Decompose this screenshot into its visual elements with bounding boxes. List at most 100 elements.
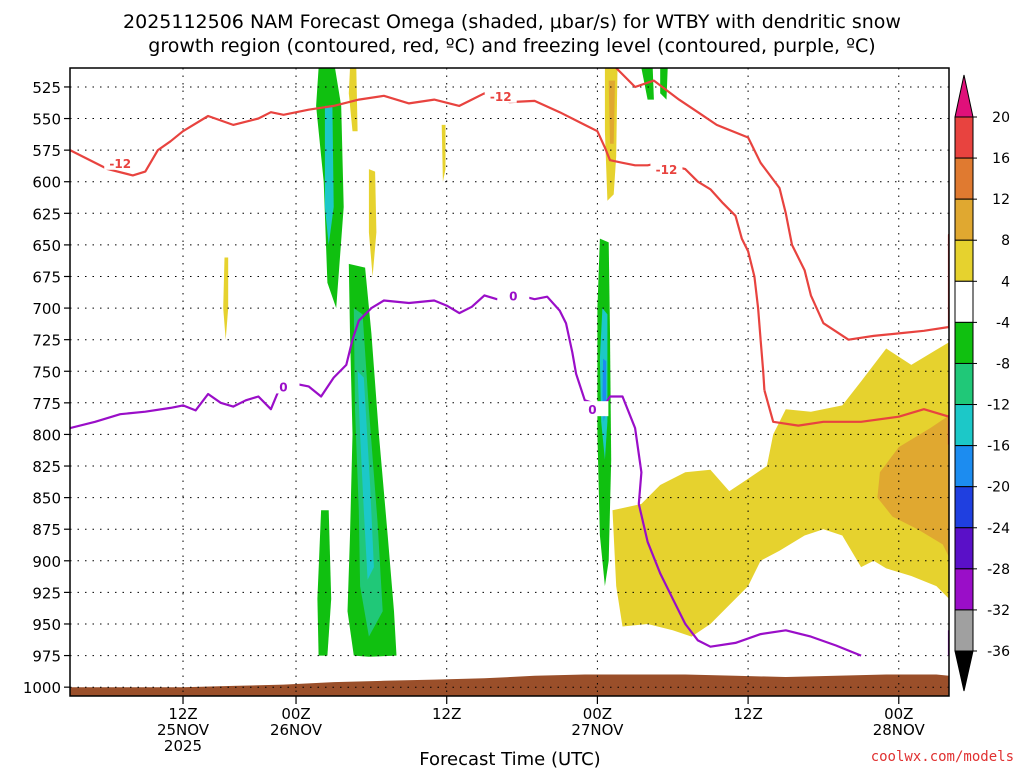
x-tick-label-5-1: 28NOV (873, 721, 926, 739)
colorbar-segment-6 (954, 362, 974, 406)
dgz-label-2-bg (484, 87, 517, 103)
contour-lines: -12 -12 -12 0 0 0 (70, 68, 949, 657)
colorbar-segment-12 (954, 609, 974, 652)
colorbar-label-2: 12 (992, 192, 1010, 208)
colorbar-top-arrow (954, 74, 974, 118)
colorbar-segment-8 (954, 445, 974, 488)
omega-region-4 (357, 371, 374, 580)
colorbar-bottom-arrow (954, 650, 974, 692)
colorbar-label-8: -16 (987, 439, 1010, 455)
colorbar-label-7: -12 (987, 398, 1010, 414)
colorbar-segment-11 (954, 568, 974, 611)
x-axis-label: Forecast Time (UTC) (419, 749, 600, 768)
gridlines (70, 68, 949, 696)
y-tick-label-950: 950 (32, 616, 61, 634)
y-tick-label-900: 900 (32, 553, 61, 571)
x-tick-label-2-0: 12Z (432, 705, 461, 723)
x-tick-label-0-0: 12Z (168, 705, 197, 723)
omega-region-17 (608, 80, 615, 144)
colorbar-label-0: 20 (992, 110, 1010, 126)
omega-region-14 (223, 257, 229, 340)
title-line-1: 2025112506 NAM Forecast Omega (shaded, μ… (123, 11, 901, 33)
dgz-label-3-bg (650, 161, 683, 177)
y-axis: 525 550 575 600 625 650 675 700 725 750 775 800 825 8… (23, 79, 70, 697)
colorbar-label-13: -36 (987, 644, 1010, 660)
y-tick-label-850: 850 (32, 490, 61, 508)
freezing-label-1-bg (267, 378, 300, 394)
dgz-label-2: -12 (490, 90, 512, 104)
y-tick-label-550: 550 (32, 111, 61, 129)
colorbar-label-10: -24 (987, 521, 1010, 537)
colorbar-label-11: -28 (987, 562, 1010, 578)
chart-title: 2025112506 NAM Forecast Omega (shaded, μ… (123, 11, 901, 57)
credit-text: coolwx.com/models (871, 749, 1014, 765)
dgz-upper-contour (70, 92, 766, 391)
x-tick-label-1-0: 00Z (281, 705, 310, 723)
y-tick-label-525: 525 (32, 79, 61, 97)
colorbar-segment-9 (954, 486, 974, 529)
dgz-label-3: -12 (656, 163, 678, 177)
omega-region-15 (441, 124, 446, 182)
y-tick-label-800: 800 (32, 426, 61, 444)
x-tick-label-0-1: 25NOV (157, 721, 210, 739)
colorbar-label-12: -32 (987, 603, 1010, 619)
freezing-label-3-bg (576, 401, 609, 417)
freezing-label-2: 0 (509, 289, 517, 303)
y-tick-label-875: 875 (32, 521, 61, 539)
colorbar-segment-1 (954, 157, 974, 200)
colorbar-label-3: 8 (1001, 233, 1010, 249)
colorbar-segment-3 (954, 239, 974, 282)
omega-region-10 (660, 68, 668, 100)
y-tick-label-975: 975 (32, 648, 61, 666)
colorbar-segment-2 (954, 198, 974, 241)
y-tick-label-775: 775 (32, 395, 61, 413)
freezing-level-contour (70, 291, 862, 657)
x-tick-label-3-1: 27NOV (571, 721, 624, 739)
colorbar: 20 16 12 8 4 -4 -8 -12 -16 -20 -24 -28 -32 -36 (954, 74, 1010, 692)
omega-region-13 (368, 169, 377, 277)
y-tick-label-625: 625 (32, 205, 61, 223)
x-tick-label-3-0: 00Z (583, 705, 612, 723)
y-tick-label-750: 750 (32, 363, 61, 381)
omega-region-19 (877, 396, 949, 561)
y-tick-label-675: 675 (32, 268, 61, 286)
colorbar-label-9: -20 (987, 480, 1010, 496)
y-tick-label-700: 700 (32, 300, 61, 318)
y-tick-label-600: 600 (32, 174, 61, 192)
plot-frame (69, 67, 950, 697)
freezing-label-3: 0 (588, 403, 596, 417)
colorbar-label-1: 16 (992, 151, 1010, 167)
omega-region-12 (348, 68, 358, 132)
y-tick-label-825: 825 (32, 458, 61, 476)
omega-region-1 (324, 105, 334, 245)
y-tick-label-725: 725 (32, 332, 61, 350)
colorbar-segment-7 (954, 404, 974, 447)
colorbar-segment-0 (954, 116, 974, 159)
terrain-fill (70, 674, 949, 696)
freezing-label-2-bg (497, 287, 530, 303)
dgz-label-1: -12 (109, 157, 131, 171)
x-tick-label-4-0: 12Z (733, 705, 762, 723)
colorbar-segment-4 (954, 280, 974, 323)
terrain-layer (70, 674, 949, 696)
dgz-label-1-bg (104, 154, 137, 170)
title-line-2: growth region (contoured, red, ºC) and f… (148, 35, 875, 57)
y-tick-label-575: 575 (32, 142, 61, 160)
omega-region-5 (317, 510, 332, 656)
x-tick-label-5-0: 00Z (884, 705, 913, 723)
dgz-lower-contour (615, 68, 949, 341)
x-tick-label-0-2: 2025 (164, 737, 202, 755)
colorbar-label-5: -4 (996, 315, 1010, 331)
y-tick-label-925: 925 (32, 584, 61, 602)
omega-shading (223, 68, 949, 657)
y-tick-label-1000: 1000 (23, 679, 61, 697)
colorbar-label-6: -8 (996, 356, 1010, 372)
omega-region-18 (612, 323, 949, 637)
y-tick-label-650: 650 (32, 237, 61, 255)
colorbar-segment-5 (954, 321, 974, 364)
dgz-lower-contour-2 (763, 389, 949, 445)
colorbar-label-4: 4 (1001, 274, 1010, 290)
x-tick-label-1-1: 26NOV (270, 721, 323, 739)
